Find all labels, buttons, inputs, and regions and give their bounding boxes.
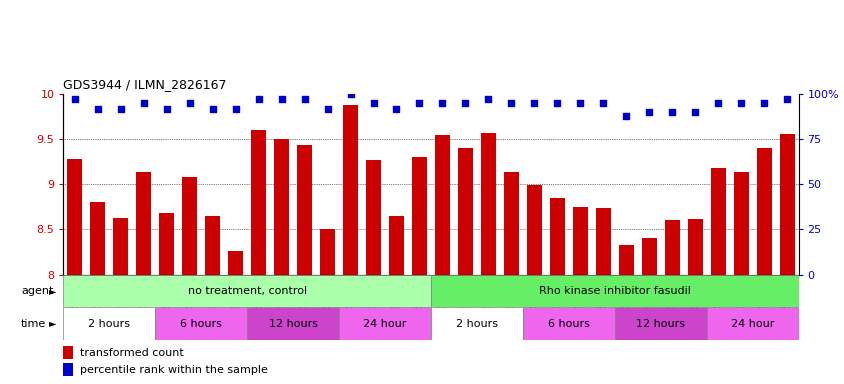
Bar bbox=[136, 172, 151, 275]
Bar bbox=[549, 198, 564, 275]
Point bbox=[458, 100, 472, 106]
Text: ►: ► bbox=[49, 318, 57, 329]
Text: Rho kinase inhibitor fasudil: Rho kinase inhibitor fasudil bbox=[538, 286, 690, 296]
Bar bbox=[182, 177, 197, 275]
Bar bbox=[63, 307, 155, 340]
Point bbox=[481, 96, 495, 103]
Text: no treatment, control: no treatment, control bbox=[187, 286, 306, 296]
Text: 6 hours: 6 hours bbox=[547, 318, 589, 329]
Bar bbox=[572, 207, 587, 275]
Bar bbox=[251, 130, 266, 275]
Point bbox=[436, 100, 449, 106]
Bar bbox=[63, 363, 73, 376]
Bar bbox=[365, 160, 381, 275]
Bar bbox=[320, 228, 334, 275]
Bar bbox=[779, 134, 793, 275]
Bar bbox=[614, 307, 706, 340]
Text: 2 hours: 2 hours bbox=[89, 318, 130, 329]
Point bbox=[733, 100, 747, 106]
Bar bbox=[160, 213, 174, 275]
Bar bbox=[63, 275, 430, 307]
Text: time: time bbox=[21, 318, 46, 329]
Point bbox=[206, 106, 219, 112]
Bar bbox=[63, 346, 73, 359]
Point bbox=[229, 106, 242, 112]
Point bbox=[596, 100, 609, 106]
Bar bbox=[430, 307, 522, 340]
Bar bbox=[480, 133, 495, 275]
Point bbox=[688, 109, 701, 115]
Text: GDS3944 / ILMN_2826167: GDS3944 / ILMN_2826167 bbox=[63, 78, 226, 91]
Bar bbox=[435, 135, 449, 275]
Bar bbox=[412, 157, 426, 275]
Text: ►: ► bbox=[49, 286, 57, 296]
Bar bbox=[155, 307, 246, 340]
Point bbox=[183, 100, 197, 106]
Point bbox=[412, 100, 425, 106]
Point bbox=[641, 109, 655, 115]
Text: 24 hour: 24 hour bbox=[730, 318, 773, 329]
Point bbox=[137, 100, 150, 106]
Point bbox=[527, 100, 540, 106]
Bar bbox=[595, 208, 610, 275]
Bar bbox=[338, 307, 430, 340]
Point bbox=[779, 96, 793, 103]
Bar bbox=[733, 172, 748, 275]
Bar bbox=[457, 148, 473, 275]
Bar bbox=[687, 218, 701, 275]
Point bbox=[619, 113, 632, 119]
Bar bbox=[503, 172, 518, 275]
Bar bbox=[343, 105, 358, 275]
Bar bbox=[247, 307, 338, 340]
Bar bbox=[527, 185, 541, 275]
Point bbox=[321, 106, 334, 112]
Text: percentile rank within the sample: percentile rank within the sample bbox=[80, 365, 268, 375]
Text: 24 hour: 24 hour bbox=[363, 318, 406, 329]
Point bbox=[550, 100, 564, 106]
Text: 12 hours: 12 hours bbox=[636, 318, 684, 329]
Bar bbox=[755, 148, 771, 275]
Text: agent: agent bbox=[21, 286, 53, 296]
Point bbox=[114, 106, 127, 112]
Bar bbox=[388, 216, 403, 275]
Bar bbox=[430, 275, 798, 307]
Point bbox=[91, 106, 105, 112]
Bar bbox=[522, 307, 614, 340]
Point bbox=[711, 100, 724, 106]
Bar bbox=[90, 202, 106, 275]
Point bbox=[160, 106, 173, 112]
Point bbox=[573, 100, 587, 106]
Text: 12 hours: 12 hours bbox=[268, 318, 317, 329]
Point bbox=[297, 96, 311, 103]
Bar bbox=[228, 251, 243, 275]
Text: transformed count: transformed count bbox=[80, 348, 183, 358]
Point bbox=[344, 91, 357, 97]
Text: 2 hours: 2 hours bbox=[456, 318, 497, 329]
Point bbox=[389, 106, 403, 112]
Text: 6 hours: 6 hours bbox=[180, 318, 222, 329]
Bar bbox=[706, 307, 798, 340]
Point bbox=[274, 96, 288, 103]
Bar bbox=[113, 218, 128, 275]
Bar bbox=[297, 145, 311, 275]
Bar bbox=[664, 220, 679, 275]
Point bbox=[756, 100, 770, 106]
Bar bbox=[273, 139, 289, 275]
Point bbox=[504, 100, 517, 106]
Point bbox=[68, 96, 82, 103]
Bar bbox=[710, 168, 725, 275]
Point bbox=[252, 96, 265, 103]
Point bbox=[366, 100, 380, 106]
Point bbox=[664, 109, 678, 115]
Bar bbox=[68, 159, 82, 275]
Bar bbox=[641, 238, 656, 275]
Bar bbox=[618, 245, 633, 275]
Bar bbox=[205, 216, 220, 275]
